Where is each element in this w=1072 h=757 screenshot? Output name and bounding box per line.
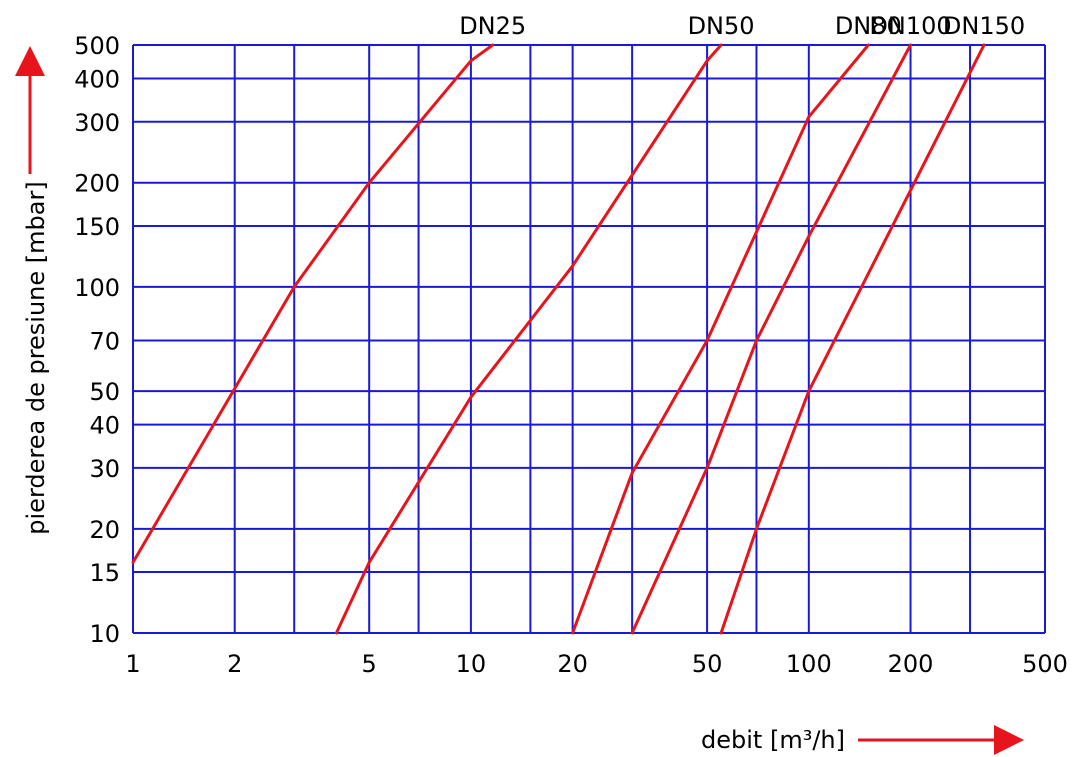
y-tick-label: 50 [89,378,120,406]
series-label-dn25: DN25 [459,12,526,40]
y-tick-label: 20 [89,516,120,544]
x-tick-labels: 1 2 5 10 20 50 100 200 500 [125,650,1068,678]
x-tick-label: 2 [227,650,242,678]
series-line-dn100 [630,43,912,635]
series-label-dn50: DN50 [688,12,755,40]
series-label-dn150: DN150 [943,12,1025,40]
x-tick-label: 5 [362,650,377,678]
x-tick-label: 100 [786,650,832,678]
y-tick-label: 40 [89,412,120,440]
series-lines [131,43,986,635]
series-line-dn50 [334,43,723,635]
x-tick-label: 20 [557,650,588,678]
y-axis-title: pierderea de presiune [mbar] [22,181,50,534]
series-line-dn25 [131,43,495,564]
series-label-dn100: DN100 [869,12,951,40]
y-tick-label: 10 [89,620,120,648]
y-tick-label: 100 [74,274,120,302]
y-tick-label: 70 [89,328,120,356]
x-axis-title: debit [m³/h] [701,726,845,754]
y-tick-label: 150 [74,213,120,241]
y-tick-labels: 10 15 20 30 40 50 70 100 150 200 300 400 500 [74,32,120,648]
y-tick-label: 500 [74,32,120,60]
x-tick-label: 10 [456,650,487,678]
series-line-dn150 [719,43,986,635]
series-label-dn80: DN80 [835,12,902,40]
x-tick-label: 500 [1022,650,1068,678]
x-tick-label: 1 [125,650,140,678]
grid [132,44,1046,634]
series-line-dn80 [571,43,870,635]
y-tick-label: 300 [74,109,120,137]
y-tick-label: 15 [89,559,120,587]
y-tick-label: 30 [89,455,120,483]
x-tick-label: 200 [888,650,934,678]
y-tick-label: 400 [74,66,120,94]
x-tick-label: 50 [692,650,723,678]
y-tick-label: 200 [74,170,120,198]
